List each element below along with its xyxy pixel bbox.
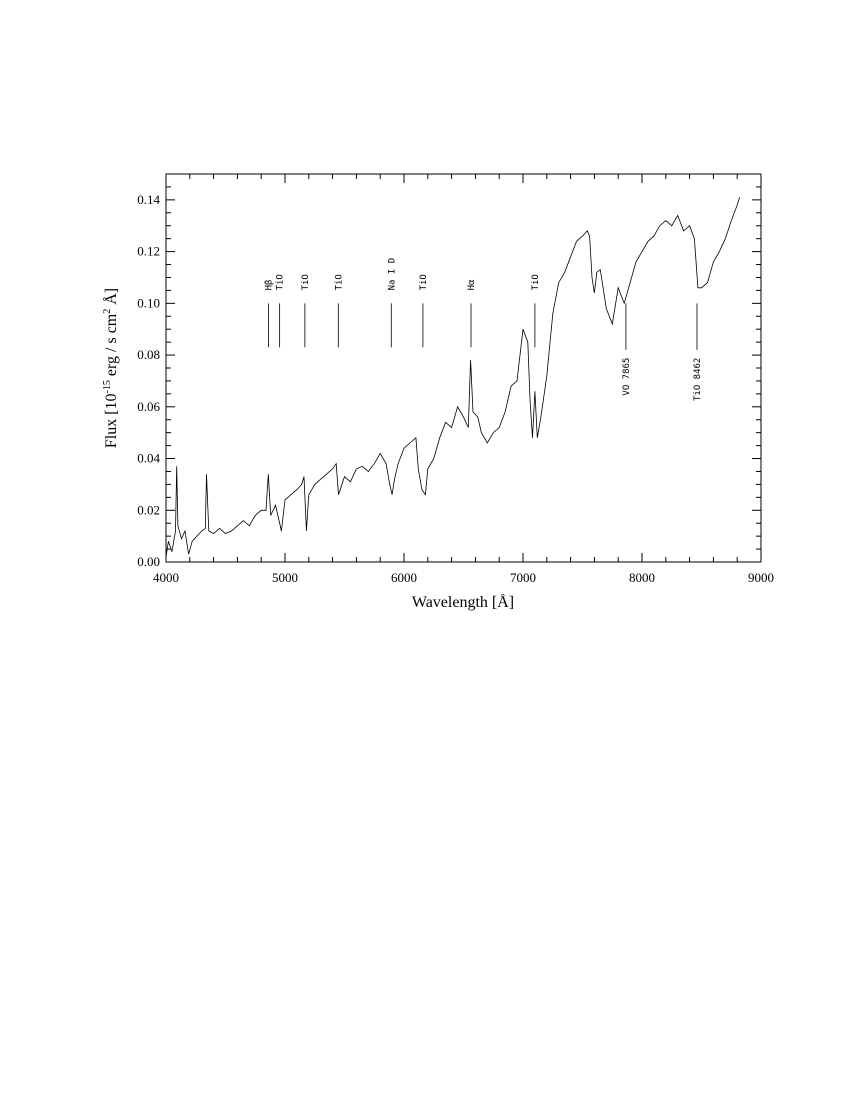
x-axis-ticks: 4000 5000 6000 7000 8000 9000 — [153, 174, 774, 585]
line-id-label: TiO — [276, 274, 286, 290]
line-id-label: Hβ — [264, 280, 274, 291]
x-tick-label: 5000 — [272, 570, 298, 585]
x-tick-label: 6000 — [391, 570, 417, 585]
y-tick-label: 0.04 — [137, 451, 160, 466]
line-id-label: VO 7865 — [622, 358, 632, 396]
y-tick-label: 0.12 — [137, 244, 160, 259]
x-tick-label: 8000 — [629, 570, 655, 585]
y-tick-label: 0.02 — [137, 502, 160, 517]
x-tick-label: 4000 — [153, 570, 179, 585]
x-tick-label: 9000 — [748, 570, 774, 585]
y-tick-label: 0.06 — [137, 399, 160, 414]
line-id-label: TiO — [531, 274, 541, 290]
y-tick-label: 0.08 — [137, 347, 160, 362]
line-id-label: Na I D — [387, 258, 397, 291]
y-tick-label: 0.10 — [137, 295, 160, 310]
line-id-label: TiO — [301, 274, 311, 290]
x-axis-title: Wavelength [Å] — [412, 593, 514, 611]
y-axis-ticks: 0.00 0.02 0.04 0.06 0.08 0.10 0.12 0.14 — [137, 173, 761, 569]
spectrum-line — [165, 197, 740, 557]
y-tick-label: 0.14 — [137, 192, 160, 207]
y-axis-title: Flux [10-15 erg / s cm2 Å] — [102, 288, 120, 448]
y-tick-label: 0.00 — [137, 554, 160, 569]
plot-frame — [165, 173, 762, 563]
line-id-label: Hα — [467, 279, 477, 290]
line-id-label: TiO — [419, 274, 429, 290]
line-id-label: TiO 8462 — [693, 358, 703, 401]
line-id-label: TiO — [334, 274, 344, 290]
x-tick-label: 7000 — [510, 570, 536, 585]
